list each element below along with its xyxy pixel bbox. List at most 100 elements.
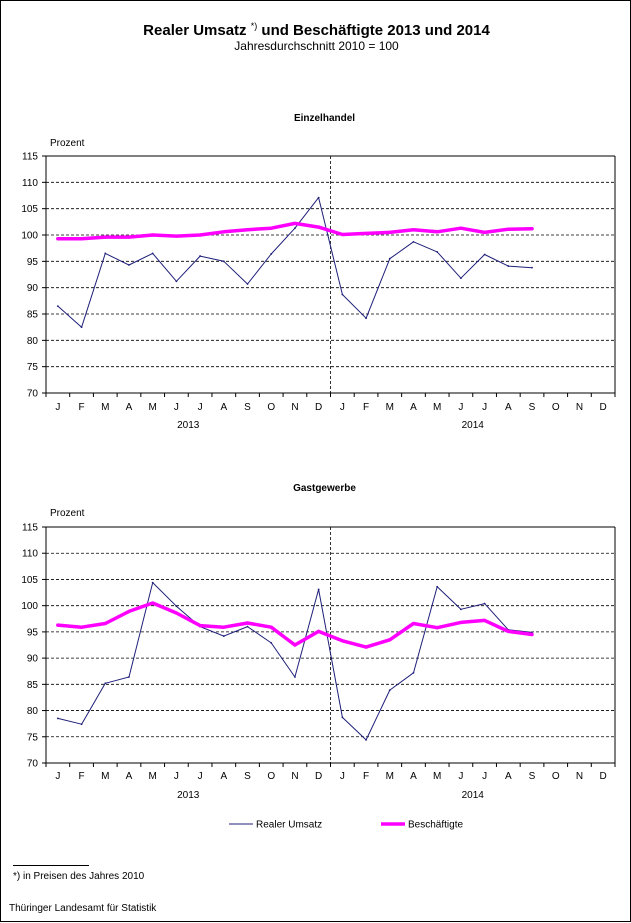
x-tick-label: J (55, 402, 60, 413)
data-point-beschaeftigte (388, 638, 392, 642)
data-point-beschaeftigte (174, 611, 178, 615)
x-tick-label: J (458, 402, 463, 413)
x-tick-label: A (505, 771, 512, 782)
data-point-beschaeftigte (388, 230, 392, 234)
data-point-umsatz (246, 283, 249, 285)
x-tick-label: J (174, 771, 179, 782)
x-tick-label: J (482, 771, 487, 782)
data-point-umsatz (317, 196, 320, 199)
data-point-umsatz (365, 739, 367, 741)
y-tick-label: 90 (27, 283, 39, 294)
data-point-umsatz (175, 605, 178, 608)
data-point-umsatz (459, 277, 462, 280)
x-tick-label: F (363, 771, 369, 782)
x-tick-label: O (267, 402, 275, 413)
x-tick-label: J (340, 771, 345, 782)
x-tick-label: N (291, 771, 298, 782)
data-point-umsatz (128, 676, 130, 678)
data-point-umsatz (222, 635, 225, 637)
page-title: Realer Umsatz *) und Beschäftigte 2013 u… (143, 21, 490, 39)
y-tick-label: 80 (27, 706, 39, 717)
data-point-umsatz (507, 265, 510, 267)
data-point-umsatz (294, 676, 296, 678)
data-point-umsatz (483, 253, 486, 256)
data-point-beschaeftigte (269, 226, 273, 230)
y-tick-label: 100 (21, 601, 38, 612)
title-footnote-marker: *) (250, 21, 258, 31)
year-label: 2013 (177, 420, 200, 431)
footnote: *) in Preisen des Jahres 2010 (13, 871, 145, 882)
x-tick-label: S (529, 402, 536, 413)
y-tick-label: 105 (21, 575, 38, 586)
x-tick-label: A (220, 402, 227, 413)
year-label: 2014 (462, 790, 485, 801)
x-tick-label: J (198, 402, 203, 413)
data-point-umsatz (56, 305, 59, 307)
data-point-umsatz (341, 293, 344, 296)
x-tick-label: M (149, 402, 157, 413)
x-tick-label: F (363, 402, 369, 413)
data-point-beschaeftigte (340, 639, 344, 643)
data-point-beschaeftigte (506, 227, 510, 231)
legend-label-beschaeftigte: Beschäftigte (408, 820, 463, 831)
y-tick-label: 85 (27, 680, 39, 691)
data-point-beschaeftigte (293, 643, 297, 647)
x-tick-label: M (101, 402, 109, 413)
data-point-umsatz (412, 240, 415, 243)
y-tick-label: 75 (27, 362, 39, 373)
data-point-beschaeftigte (103, 621, 107, 626)
x-tick-label: O (552, 402, 560, 413)
y-tick-label: 110 (22, 178, 38, 189)
data-point-beschaeftigte (245, 228, 250, 232)
source-note: Thüringer Landesamt für Statistik (9, 903, 157, 914)
data-point-umsatz (317, 588, 320, 591)
data-point-beschaeftigte (127, 609, 131, 614)
data-point-beschaeftigte (269, 625, 273, 629)
data-point-umsatz (270, 642, 273, 644)
data-point-beschaeftigte (459, 226, 463, 230)
x-tick-label: M (386, 771, 394, 782)
data-point-umsatz (56, 717, 59, 720)
data-point-umsatz (151, 252, 154, 255)
x-tick-label: N (576, 771, 583, 782)
data-point-beschaeftigte (56, 623, 60, 627)
data-point-beschaeftigte (222, 230, 226, 234)
panel-title: Einzelhandel (294, 113, 355, 124)
x-tick-label: A (220, 771, 227, 782)
data-point-beschaeftigte (151, 601, 155, 605)
x-tick-label: N (291, 402, 298, 413)
data-point-beschaeftigte (198, 233, 202, 237)
data-point-umsatz (199, 255, 202, 257)
data-point-beschaeftigte (103, 235, 107, 239)
data-point-beschaeftigte (411, 621, 416, 626)
x-tick-label: D (600, 402, 607, 413)
y-tick-label: 70 (27, 389, 39, 400)
x-tick-label: F (79, 402, 85, 413)
y-tick-label: 75 (27, 732, 39, 743)
y-tick-label: 100 (21, 231, 38, 242)
data-point-umsatz (436, 585, 439, 588)
y-axis-label: Prozent (50, 138, 85, 149)
data-point-umsatz (388, 257, 391, 260)
data-point-umsatz (341, 716, 344, 719)
data-point-beschaeftigte (530, 632, 534, 637)
x-tick-label: D (315, 771, 322, 782)
data-point-umsatz (412, 671, 415, 674)
data-point-beschaeftigte (56, 237, 60, 241)
x-tick-label: N (576, 402, 583, 413)
data-point-beschaeftigte (174, 234, 178, 238)
data-point-umsatz (459, 608, 462, 611)
x-tick-label: J (174, 402, 179, 413)
data-point-beschaeftigte (222, 625, 226, 629)
y-tick-label: 70 (27, 759, 39, 770)
x-tick-label: D (315, 402, 322, 413)
x-tick-label: O (267, 771, 275, 782)
x-tick-label: A (410, 771, 417, 782)
y-tick-label: 85 (27, 310, 39, 321)
x-tick-label: M (101, 771, 109, 782)
data-point-beschaeftigte (79, 237, 84, 241)
data-point-umsatz (80, 326, 83, 329)
y-tick-label: 95 (27, 257, 39, 268)
